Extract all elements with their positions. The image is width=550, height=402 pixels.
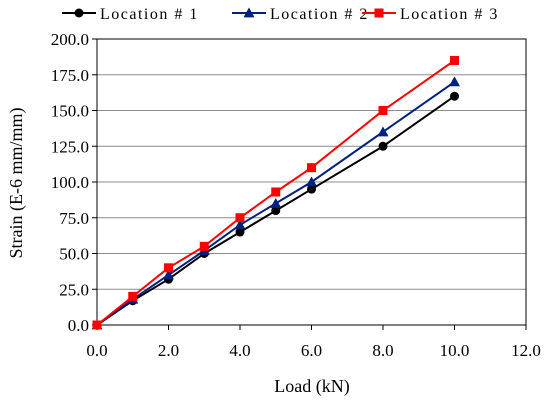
legend: Location # 1 Location # 2 Location # 3: [62, 6, 499, 23]
data-point: [270, 197, 282, 208]
y-tick-label: 0.0: [68, 316, 89, 335]
series-3: [92, 55, 459, 330]
x-axis-title: Load (kN): [274, 376, 349, 397]
data-point: [450, 91, 459, 101]
y-tick-label: 100.0: [51, 173, 89, 192]
grid-layer: [97, 38, 526, 290]
y-tick-label: 200.0: [51, 30, 89, 49]
x-tick-label: 10.0: [440, 341, 470, 360]
x-tick-label: 0.0: [86, 341, 107, 360]
data-point: [450, 55, 459, 65]
series-1: [92, 91, 459, 330]
x-tick-label: 6.0: [301, 341, 322, 360]
legend-label: Location # 2: [270, 6, 369, 23]
data-point: [163, 269, 174, 280]
plot-frame: [96, 38, 527, 326]
data-point: [307, 184, 316, 194]
data-point: [128, 291, 138, 301]
data-point: [235, 227, 245, 237]
data-point: [271, 206, 281, 216]
y-tick-label: 75.0: [59, 209, 89, 228]
y-tick-label: 175.0: [51, 66, 89, 85]
series-layer: [91, 55, 460, 330]
legend-marker: [243, 7, 255, 18]
x-tick-label: 2.0: [158, 341, 179, 360]
data-point: [306, 176, 317, 187]
data-point: [92, 320, 102, 330]
data-point: [234, 219, 246, 230]
legend-label: Location # 1: [100, 6, 199, 23]
legend-item-1: Location # 1: [62, 6, 199, 23]
y-axis-title: Strain (E-6 mm/mm): [6, 108, 27, 259]
y-tick-label: 125.0: [51, 137, 89, 156]
x-tick-label: 8.0: [372, 341, 393, 360]
data-point: [378, 106, 388, 115]
axes-layer: 0.0 25.0 50.0 75.0 100.0 125.0 150.0 175.0 200.0…: [51, 30, 541, 360]
data-point: [307, 163, 316, 173]
data-point: [235, 213, 245, 223]
data-point: [377, 126, 389, 137]
x-tick-label: 12.0: [511, 341, 541, 360]
legend-marker: [74, 8, 84, 18]
legend-item-2: Location # 2: [232, 6, 369, 23]
series-2: [91, 76, 460, 330]
x-tick-label: 4.0: [229, 341, 250, 360]
y-tick-label: 25.0: [59, 280, 89, 299]
data-point: [378, 141, 388, 151]
data-point: [199, 241, 209, 251]
data-point: [449, 76, 460, 87]
data-point: [271, 187, 281, 197]
legend-marker: [374, 8, 384, 18]
y-tick-label: 50.0: [59, 245, 89, 264]
data-point: [164, 263, 173, 273]
legend-label: Location # 3: [400, 6, 499, 23]
y-tick-label: 150.0: [51, 102, 89, 121]
legend-item-3: Location # 3: [362, 6, 499, 23]
